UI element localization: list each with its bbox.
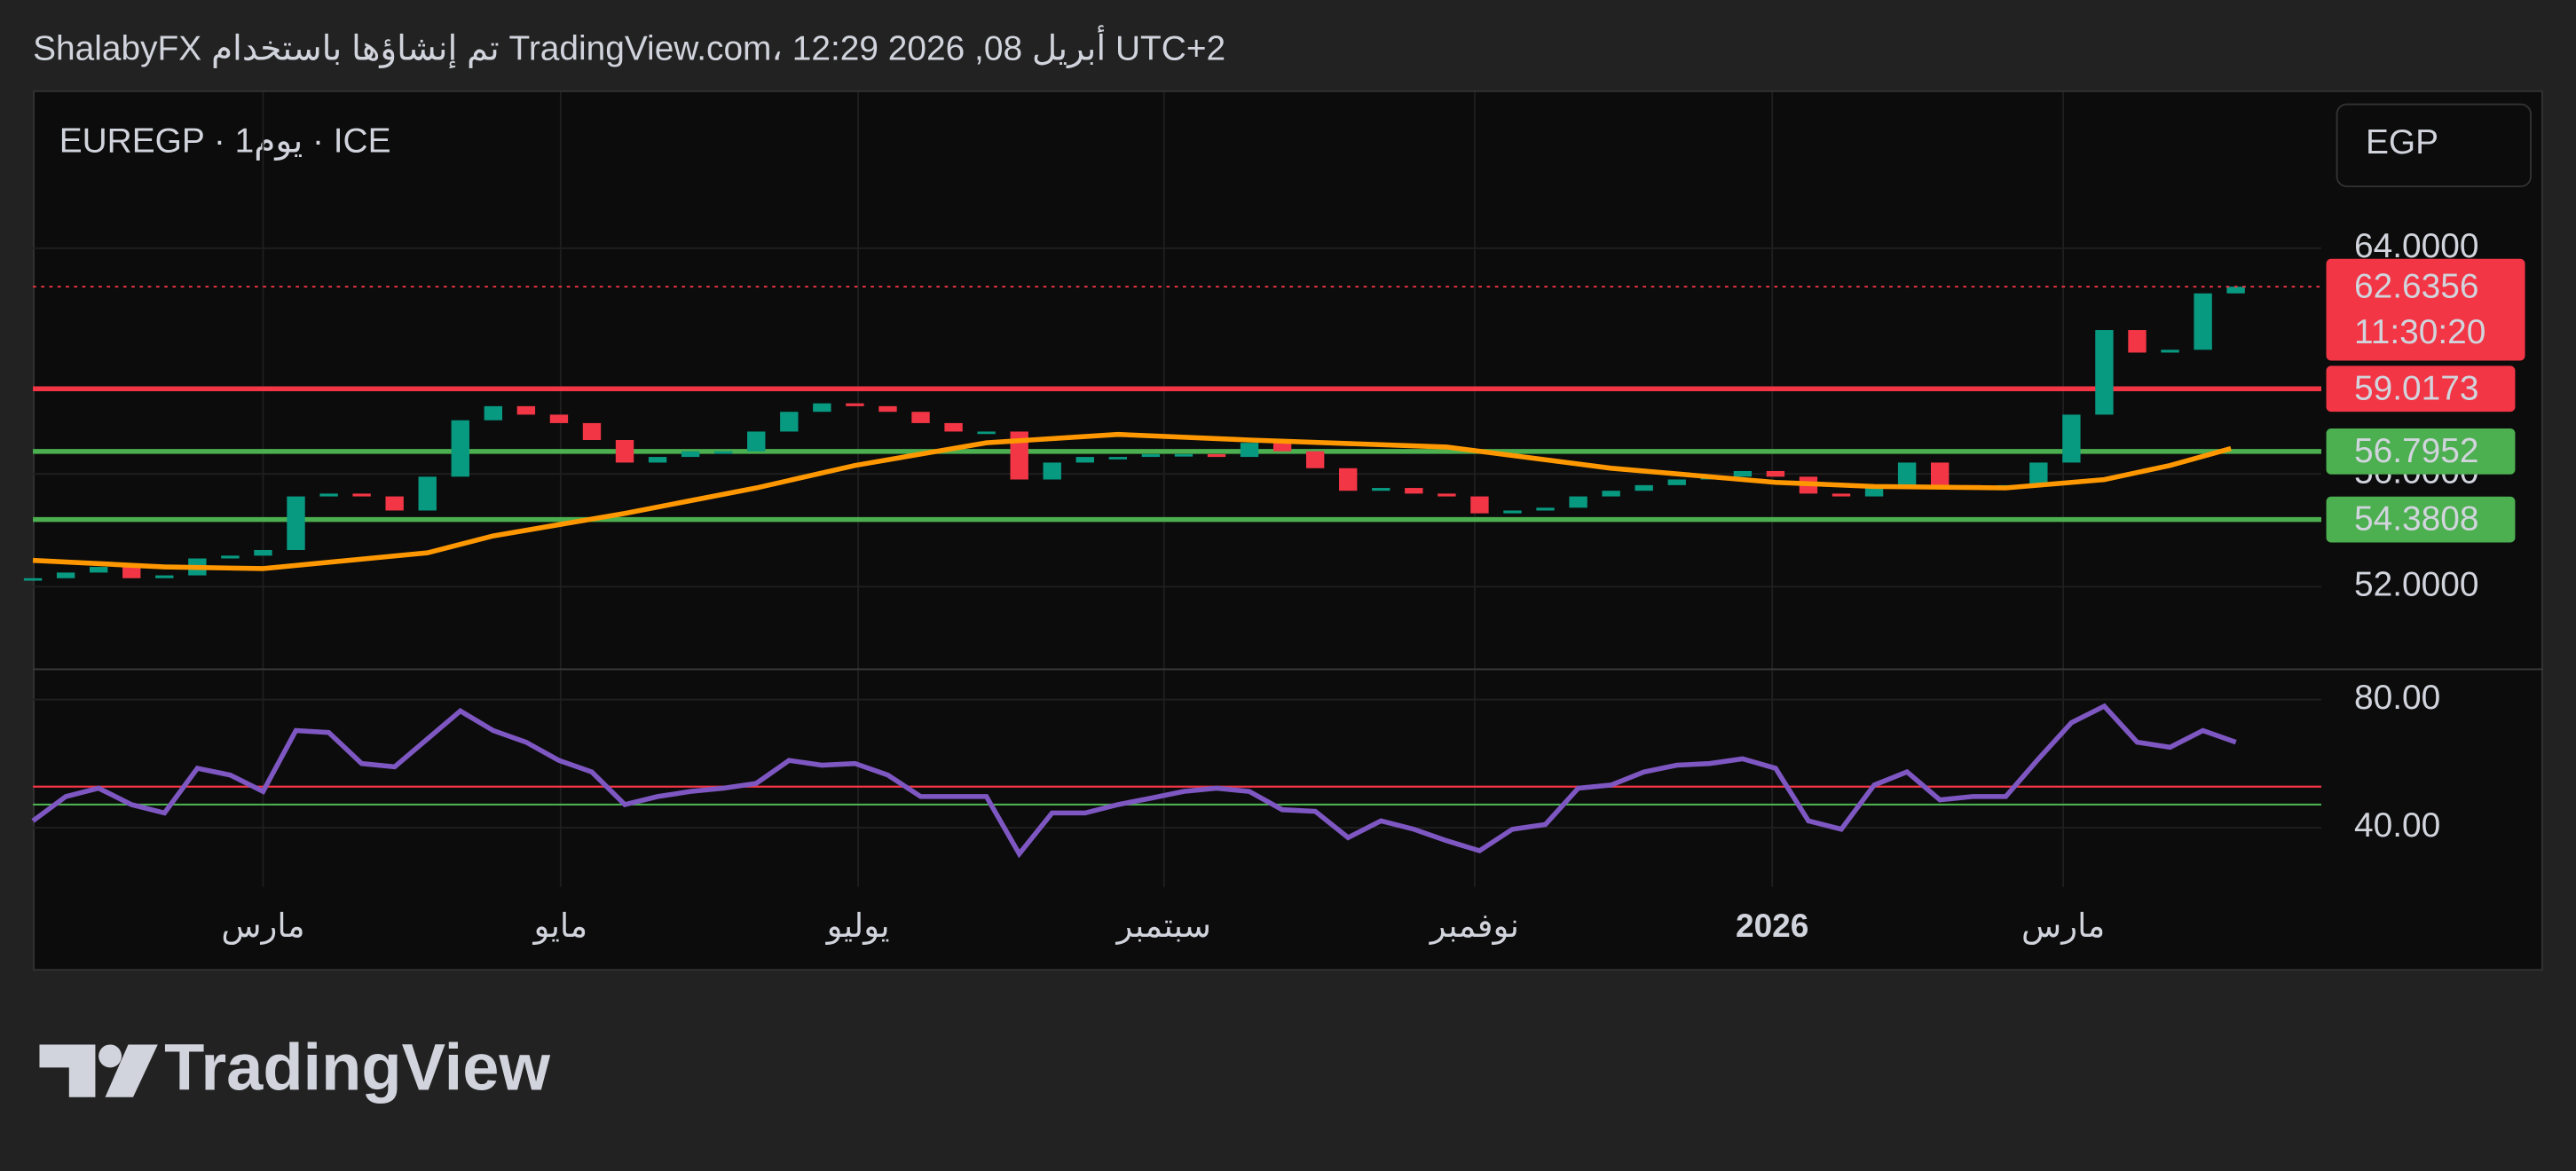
candle (1405, 488, 1423, 494)
level-label: 59.0173 (2354, 369, 2478, 407)
symbol-label: EUREGP · 1يوم · ICE (59, 122, 391, 161)
candle (1635, 484, 1653, 491)
candle (1536, 507, 1555, 511)
candle (681, 451, 700, 458)
level-badge (2326, 365, 2516, 413)
candle (813, 403, 831, 413)
candle (1010, 431, 1028, 480)
candle (1305, 451, 1325, 468)
candle (1930, 462, 1950, 485)
candle (23, 578, 43, 581)
brand: TradingView (164, 1030, 550, 1104)
candle (1240, 443, 1259, 458)
candle (2128, 330, 2147, 353)
candle (2161, 350, 2179, 353)
candle (1766, 470, 1785, 477)
candle (122, 567, 141, 578)
x-tick-label: نوفمبر (1429, 907, 1519, 946)
candle (2095, 330, 2114, 415)
last-price-label: 62.6356 (2354, 267, 2478, 305)
level-label: 56.7952 (2354, 432, 2478, 470)
candle (1207, 453, 1226, 458)
candle (1075, 457, 1094, 463)
candle (287, 496, 305, 550)
y-tick-label: 40.00 (2354, 806, 2440, 845)
moving-average (32, 431, 2232, 571)
candle (1667, 479, 1686, 485)
candle (977, 431, 996, 435)
candle (89, 567, 108, 573)
candle (1372, 488, 1390, 491)
x-tick-label: 2026 (1736, 907, 1808, 944)
candle (1043, 462, 1061, 480)
candle (1438, 493, 1456, 497)
currency-button[interactable] (2336, 103, 2532, 188)
candle (2194, 293, 2212, 350)
y-tick-label: 80.00 (2354, 679, 2440, 717)
candle (1897, 462, 1917, 485)
candle (615, 440, 634, 463)
candle (747, 431, 766, 452)
candle (1832, 493, 1851, 497)
candle (714, 451, 733, 454)
candle (944, 422, 963, 432)
candle (2226, 287, 2245, 294)
candle (155, 575, 174, 578)
candle (648, 457, 667, 463)
x-tick-label: يوليو (825, 907, 890, 946)
candle (1339, 468, 1358, 491)
candle (1733, 470, 1753, 477)
candle (484, 405, 503, 420)
header-text: ShalabyFX تم إنشاؤها باستخدام TradingVie… (33, 26, 1225, 69)
x-tick-label: سبتمبر (1115, 907, 1211, 946)
candle (352, 493, 371, 497)
candle (582, 422, 602, 441)
last-price-badge (2326, 258, 2525, 361)
candle (878, 405, 897, 413)
logo-icon (39, 1044, 96, 1097)
candle (516, 405, 536, 415)
x-tick-label: مارس (2021, 907, 2105, 946)
logo-icon (105, 1044, 158, 1097)
candle (1141, 453, 1161, 458)
currency-label[interactable]: EGP (2366, 123, 2438, 161)
rsi-line (31, 703, 2237, 859)
candle (2029, 462, 2048, 485)
logo-icon (98, 1044, 122, 1068)
x-tick-label: مارس (221, 907, 304, 946)
candle (780, 412, 799, 432)
level-label: 54.3808 (2354, 500, 2478, 538)
candle (1174, 453, 1193, 457)
candle (1503, 510, 1522, 514)
x-tick-label: مايو (532, 907, 588, 946)
level-badge (2326, 496, 2516, 543)
candle (56, 572, 75, 578)
candle (1470, 496, 1489, 514)
candle (549, 414, 569, 423)
candle (418, 476, 437, 511)
candle (1108, 457, 1128, 460)
y-tick-label: 52.0000 (2354, 566, 2478, 604)
candle (385, 496, 404, 511)
level-badge (2326, 428, 2516, 475)
candle (846, 403, 864, 406)
candle (1602, 491, 1620, 497)
chart-panel (33, 90, 2543, 971)
candle (254, 549, 272, 556)
candle (319, 493, 338, 497)
logo (39, 1044, 158, 1097)
countdown: 11:30:20 (2354, 313, 2485, 351)
candle (1569, 496, 1587, 508)
candle (911, 412, 930, 423)
candle (2062, 414, 2081, 463)
candle (451, 420, 469, 477)
candle (221, 555, 240, 559)
candle (1272, 443, 1292, 452)
